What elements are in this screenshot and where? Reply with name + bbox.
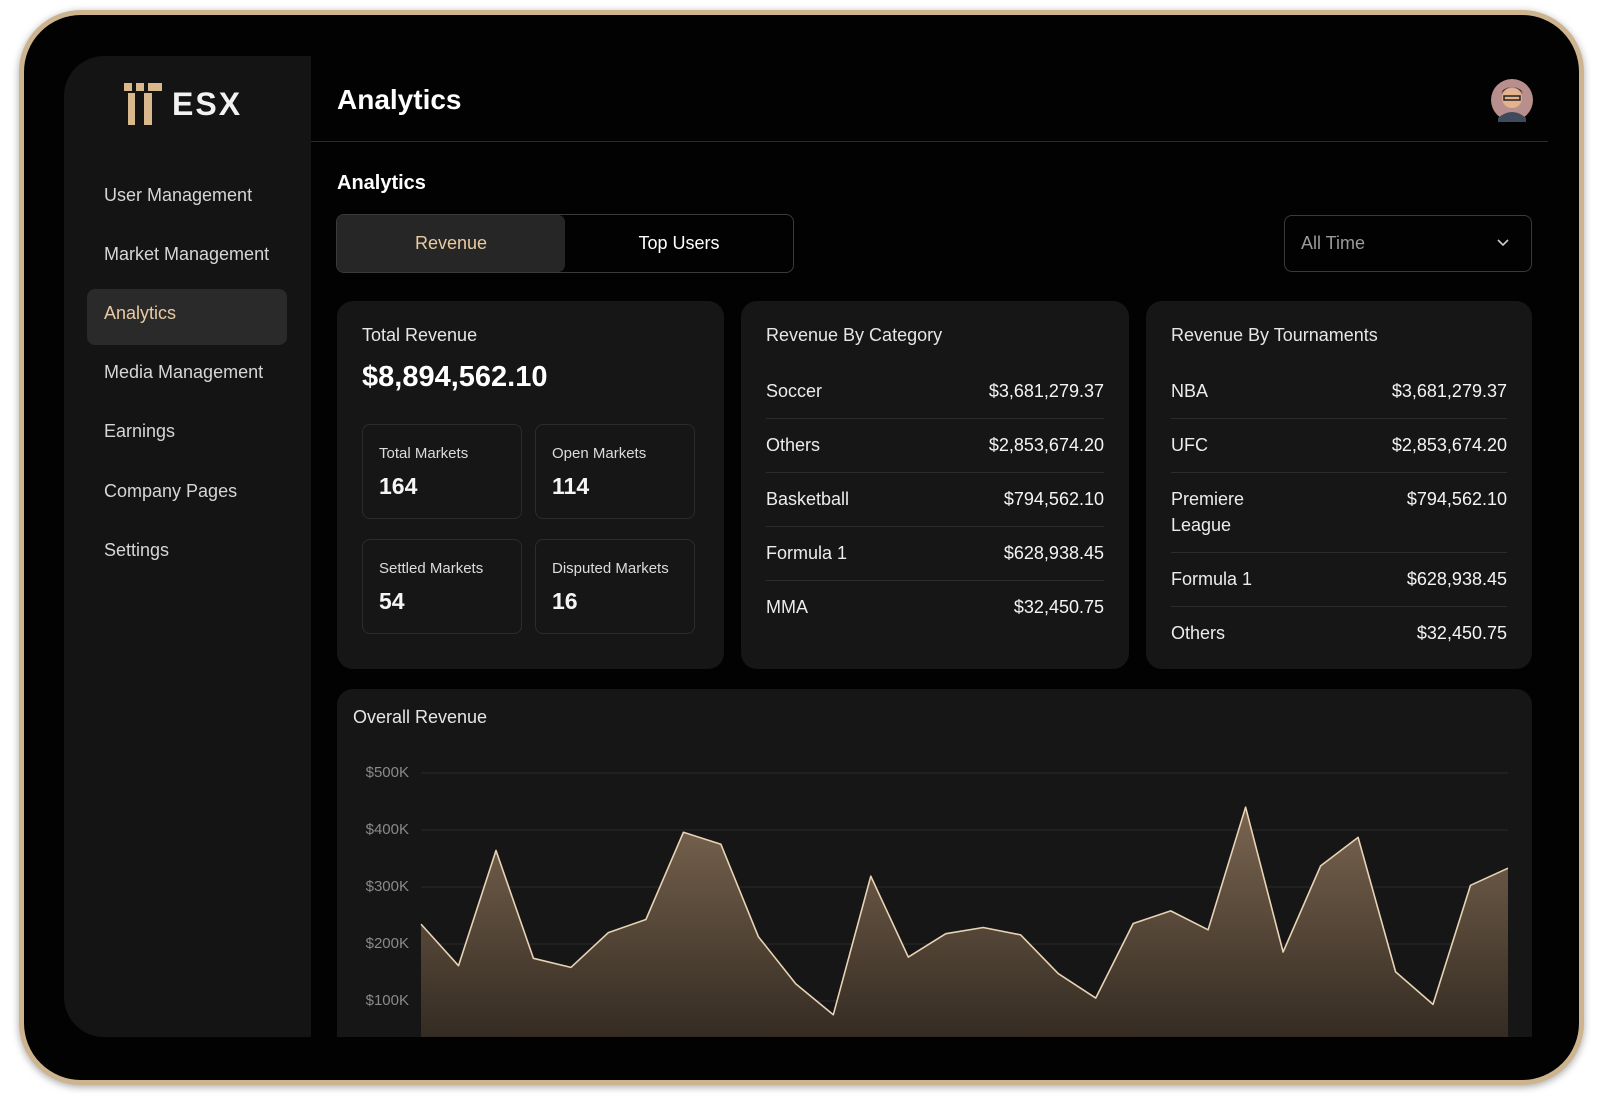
category-card: Revenue By Category Soccer $3,681,279.37 O… (741, 301, 1129, 669)
stat-label: Disputed Markets (552, 560, 669, 577)
row-amount: $2,853,674.20 (988, 435, 1104, 455)
row-amount: $794,562.10 (1406, 489, 1507, 509)
area-line (420, 806, 1509, 1016)
stat-value: 164 (379, 473, 418, 499)
y-tick-label: $500K (366, 764, 409, 781)
stat-value: 114 (552, 473, 590, 499)
filter-value: All Time (1301, 233, 1366, 253)
logo-icon (124, 83, 162, 125)
nav-item[interactable]: Media Management (104, 362, 264, 382)
y-tick-label: $100K (366, 992, 409, 1009)
row-name: UFC (1171, 435, 1208, 455)
table-row: Soccer $3,681,279.37 (766, 365, 1104, 419)
row-name: Others (766, 435, 821, 455)
row-name: Soccer (766, 381, 823, 401)
area-fill (421, 807, 1508, 1037)
table-row: Formula 1 $628,938.45 (1171, 553, 1507, 607)
table-row: MMA $32,450.75 (766, 581, 1104, 634)
stat-value: 54 (379, 588, 405, 614)
table-row: Basketball $794,562.10 (766, 473, 1104, 527)
card-title: Revenue By Category (766, 325, 943, 345)
stat-label: Total Markets (379, 445, 469, 462)
y-tick-label: $400K (366, 821, 409, 838)
row-name: Premiere League (1171, 489, 1245, 535)
nav-item[interactable]: Company Pages (104, 481, 238, 501)
page-title: Analytics (337, 84, 462, 115)
stat-value: 16 (552, 588, 578, 614)
y-tick-label: $300K (366, 878, 409, 895)
stat-box: Open Markets 114 (535, 424, 695, 519)
row-name: Others (1171, 623, 1226, 643)
nav-item[interactable]: Earnings (104, 421, 176, 441)
total-revenue-card: Total Revenue $8,894,562.10 Total Market… (337, 301, 724, 669)
row-amount: $794,562.10 (1003, 489, 1104, 509)
row-name: Formula 1 (1171, 569, 1253, 589)
row-name: NBA (1171, 381, 1209, 401)
row-amount: $628,938.45 (1406, 569, 1507, 589)
stat-box: Disputed Markets 16 (535, 539, 695, 634)
nav-item[interactable]: Analytics (104, 303, 177, 323)
header-divider (311, 141, 1548, 142)
stat-label: Settled Markets (379, 560, 484, 577)
time-filter[interactable]: All Time (1284, 215, 1532, 272)
table-row: Others $2,853,674.20 (766, 419, 1104, 473)
table-row: UFC $2,853,674.20 (1171, 419, 1507, 473)
tab-group: Revenue Top Users (336, 214, 794, 273)
row-amount: $628,938.45 (1003, 543, 1104, 563)
row-amount: $3,681,279.37 (988, 381, 1104, 401)
section-title: Analytics (337, 172, 426, 194)
row-amount: $2,853,674.20 (1391, 435, 1507, 455)
tab[interactable]: Revenue (337, 215, 565, 272)
row-amount: $32,450.75 (1416, 623, 1507, 643)
row-amount: $3,681,279.37 (1391, 381, 1507, 401)
sidebar: ESX User Management Market Management Anal… (64, 56, 311, 1037)
card-title: Total Revenue (362, 325, 478, 345)
table-row: Others $32,450.75 (1171, 607, 1507, 660)
avatar[interactable] (1490, 78, 1534, 122)
stat-label: Open Markets (552, 445, 647, 462)
chart: Overall Revenue $100K $200K $300K $400K $500… (353, 707, 1509, 1037)
nav-item[interactable]: Market Management (104, 244, 270, 264)
nav-item[interactable]: Settings (104, 540, 170, 560)
card-title: Revenue By Tournaments (1171, 325, 1378, 345)
stat-box: Total Markets 164 (362, 424, 522, 519)
y-tick-label: $200K (366, 935, 409, 952)
row-name: Basketball (766, 489, 850, 509)
table-row: NBA $3,681,279.37 (1171, 365, 1507, 419)
nav-active-bg (87, 289, 287, 345)
nav-item[interactable]: User Management (104, 185, 253, 205)
stat-box: Settled Markets 54 (362, 539, 522, 634)
chevron (1497, 239, 1509, 247)
tab[interactable]: Top Users (638, 233, 720, 253)
table-row: Premiere League $794,562.10 (1171, 473, 1507, 553)
logo-text: ESX (172, 86, 243, 122)
chart-card: Overall Revenue $100K $200K $300K $400K $500… (337, 689, 1532, 1037)
chart-title: Overall Revenue (353, 707, 487, 727)
tournament-rows: NBA $3,681,279.37 UFC $2,853,674.20 Premiere… (1171, 365, 1507, 660)
category-rows: Soccer $3,681,279.37 Others $2,853,674.20 Ba… (766, 365, 1104, 634)
row-amount: $32,450.75 (1013, 597, 1104, 617)
table-row: Formula 1 $628,938.45 (766, 527, 1104, 581)
row-name: MMA (766, 597, 808, 617)
row-name: Formula 1 (766, 543, 848, 563)
tournament-card: Revenue By Tournaments NBA $3,681,279.37 U… (1146, 301, 1532, 669)
total-revenue-value: $8,894,562.10 (362, 361, 548, 393)
